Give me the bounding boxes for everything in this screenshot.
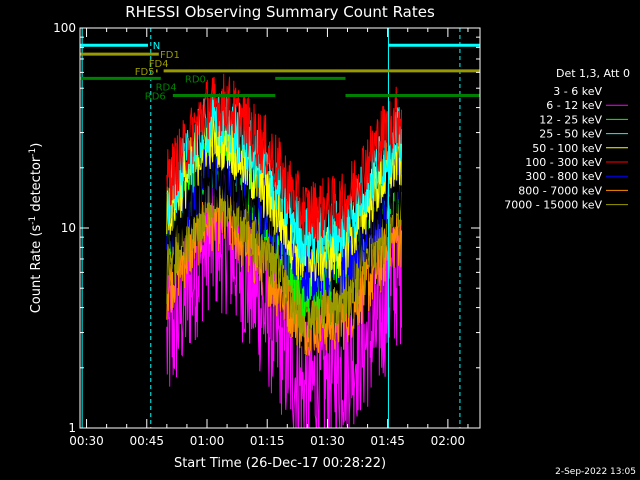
y-axis-label: Count Rate (s-1 detector-1) (28, 143, 44, 314)
y-tick-label: 100 (53, 21, 76, 35)
legend-label-12-25-kev: 12 - 25 keV (539, 113, 602, 126)
flag-label-rd6: RD6 (145, 91, 166, 102)
legend-label-800-7000-kev: 800 - 7000 keV (518, 184, 602, 197)
legend-title: Det 1,3, Att 0 (556, 67, 630, 80)
legend-label-7000-15000-kev: 7000 - 15000 keV (504, 199, 602, 212)
timestamp-footer: 2-Sep-2022 13:05 (555, 467, 636, 477)
flag-label-rd4: RD4 (156, 82, 177, 93)
x-tick-label: 01:30 (310, 434, 345, 448)
legend-label-300-800-kev: 300 - 800 keV (525, 170, 602, 183)
legend-label-50-100-kev: 50 - 100 keV (532, 142, 602, 155)
x-tick-label: 00:45 (129, 434, 164, 448)
x-axis-label: Start Time (26-Dec-17 00:28:22) (174, 456, 386, 471)
flag-label-fd5: FD5 (135, 67, 155, 78)
chart-title: RHESSI Observing Summary Count Rates (125, 3, 435, 21)
flag-label-rd0: RD0 (185, 74, 206, 85)
flag-label-fd1: FD1 (160, 50, 180, 61)
legend-label-25-50-kev: 25 - 50 keV (539, 128, 602, 141)
flag-label-n: N (153, 41, 160, 52)
series-line-50-100-kev (166, 109, 402, 287)
y-tick-label: 10 (61, 221, 76, 235)
x-tick-label: 01:00 (190, 434, 225, 448)
x-tick-label: 01:45 (370, 434, 405, 448)
x-tick-label: 02:00 (431, 434, 466, 448)
flag-label-fd4: FD4 (149, 59, 169, 70)
y-tick-label: 1 (68, 421, 76, 435)
x-tick-label: 01:15 (250, 434, 285, 448)
axes-layer: 00:30 00:45 01:00 01:15 01:30 01:45 02:00 1 10 10… (53, 21, 480, 448)
legend-label-6-12-kev: 6 - 12 keV (546, 99, 602, 112)
legend-label-100-300-kev: 100 - 300 keV (525, 156, 602, 169)
legend-label-3-6-kev: 3 - 6 keV (553, 85, 602, 98)
x-tick-label: 00:30 (69, 434, 104, 448)
